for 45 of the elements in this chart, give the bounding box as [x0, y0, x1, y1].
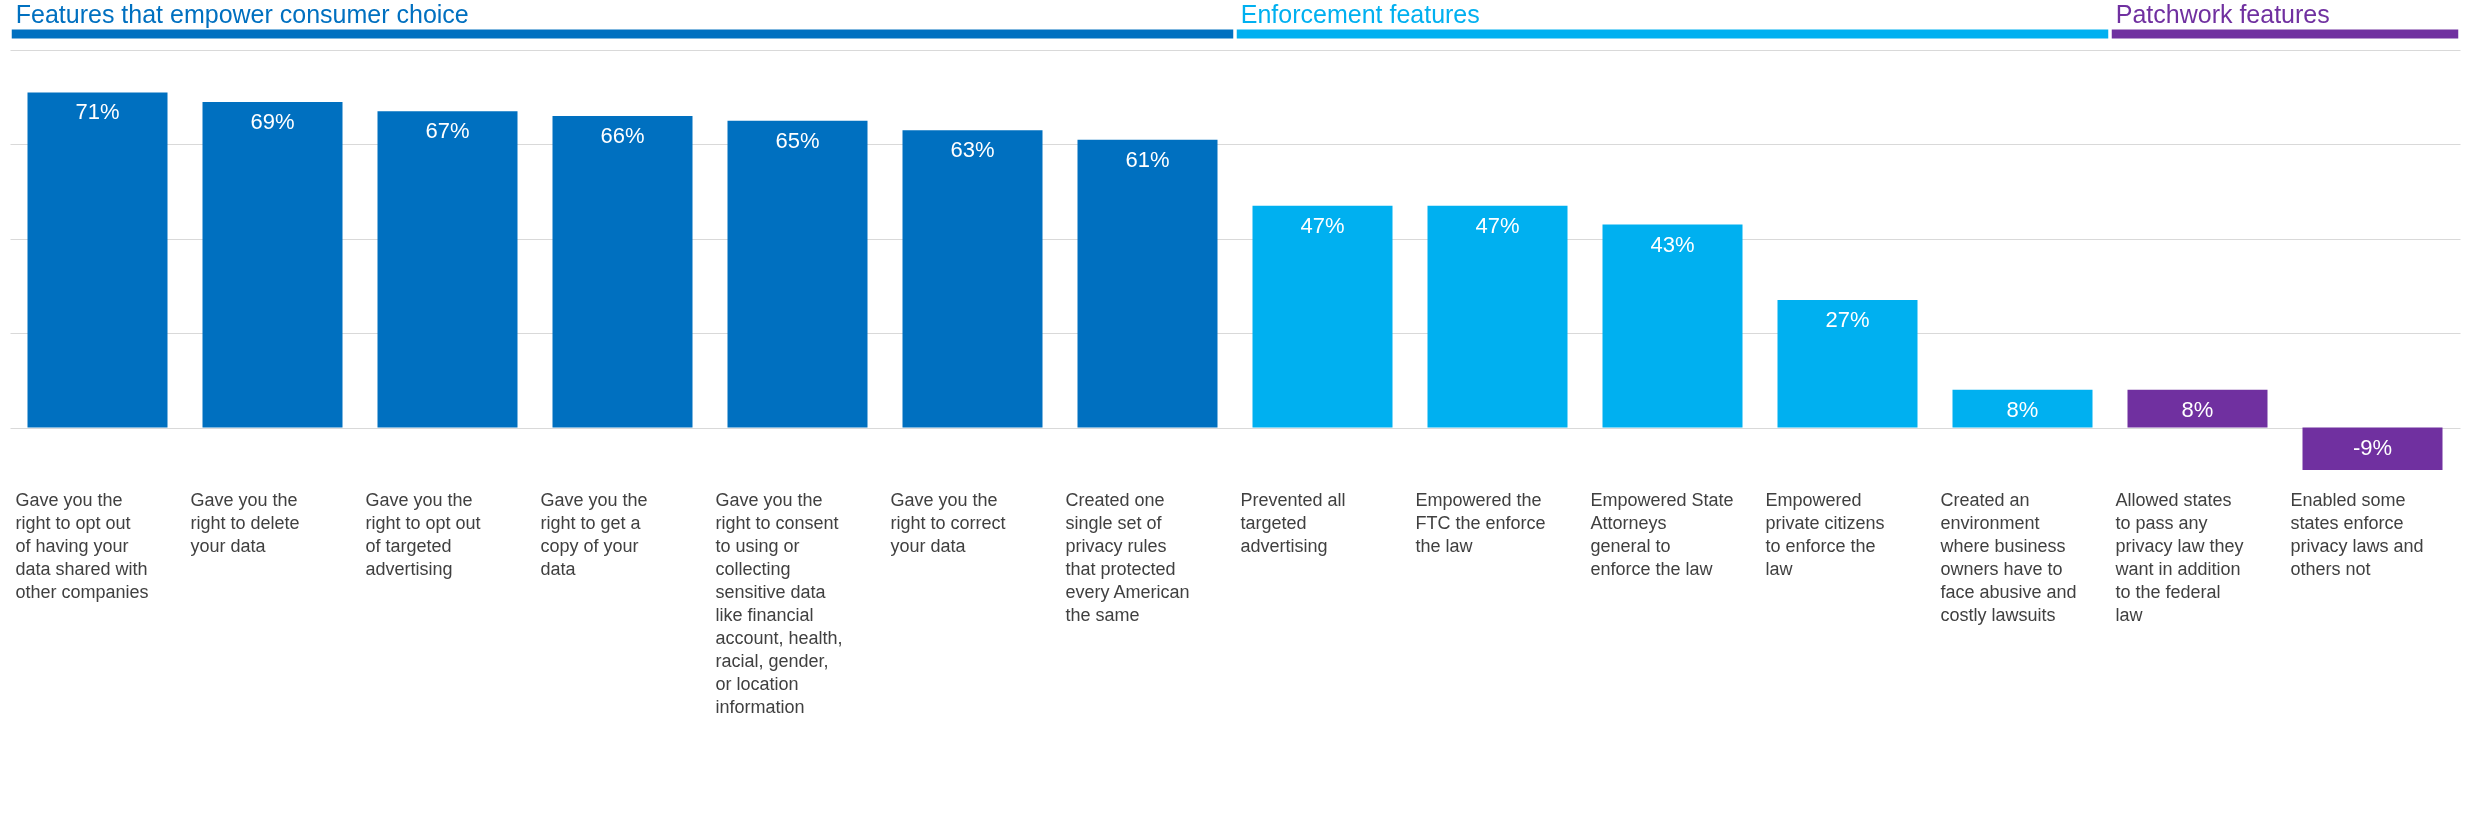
- data-label: 61%: [1125, 146, 1170, 172]
- x-tick-label: Created one single set of privacy rules that protected every American the same: [1065, 490, 1190, 625]
- bar: [2302, 427, 2443, 470]
- x-tick-label: Empowered State Attorneys general to enforce the law: [1590, 490, 1734, 579]
- data-label: 47%: [1300, 212, 1345, 238]
- data-label: 47%: [1475, 212, 1520, 238]
- text: Patchwork features: [2115, 0, 2330, 28]
- bar: [2127, 389, 2268, 428]
- x-tick-label: Enabled some states enforce privacy laws and others not: [2290, 490, 2424, 579]
- x-tick-label: Empowered the FTC the enforce the law: [1415, 490, 1546, 556]
- bar: [552, 116, 693, 428]
- bar: [1427, 205, 1568, 428]
- bar: [1602, 224, 1743, 428]
- bar: [1252, 205, 1393, 428]
- x-tick-label: Empowered private citizens to enforce the law: [1765, 490, 1885, 579]
- text: Enforcement features: [1240, 0, 1480, 28]
- x-tick-label: Gave you the right to opt out of targeted advertising: [365, 490, 481, 579]
- data-label: 27%: [1825, 307, 1870, 333]
- x-tick-label: Gave you the right to correct your data: [890, 490, 1006, 556]
- bar: [902, 130, 1043, 428]
- text: Features that empower consumer choice: [15, 0, 469, 28]
- category-label: Gave you the right to consent to using or collecting sensitive data like financial account, health, racial, gender, or location information: [715, 490, 843, 717]
- data-label: 69%: [250, 108, 295, 134]
- x-tick-label: Gave you the right to opt out of having your data shared with other companies: [15, 490, 149, 602]
- bar: [727, 120, 868, 428]
- bar: [377, 111, 518, 428]
- data-label: 43%: [1650, 231, 1695, 257]
- data-label: 67%: [425, 118, 470, 144]
- data-label: -9%: [2352, 434, 2393, 460]
- data-label: 65%: [775, 127, 820, 153]
- x-tick-label: Created an environment where business owners have to face abusive and costly lawsuits: [1939, 490, 2077, 625]
- data-label: 8%: [2006, 396, 2039, 422]
- data-label: 66%: [600, 123, 645, 149]
- bar: [202, 101, 343, 428]
- x-tick-label: Prevented all targeted advertising: [1240, 490, 1346, 556]
- x-tick-label: Gave you the right to delete your data: [190, 490, 300, 556]
- x-tick-label: Allowed states to pass any privacy law they want in addition to the federal law: [2114, 490, 2244, 625]
- data-label: 8%: [2181, 396, 2214, 422]
- bar: [1777, 300, 1918, 428]
- bar: [1952, 389, 2093, 428]
- data-label: 63%: [950, 137, 995, 163]
- bar: [1077, 139, 1218, 428]
- bar: [27, 92, 168, 428]
- x-tick-label: Gave you the right to get a copy of your data: [540, 490, 648, 579]
- data-label: 71%: [75, 99, 120, 125]
